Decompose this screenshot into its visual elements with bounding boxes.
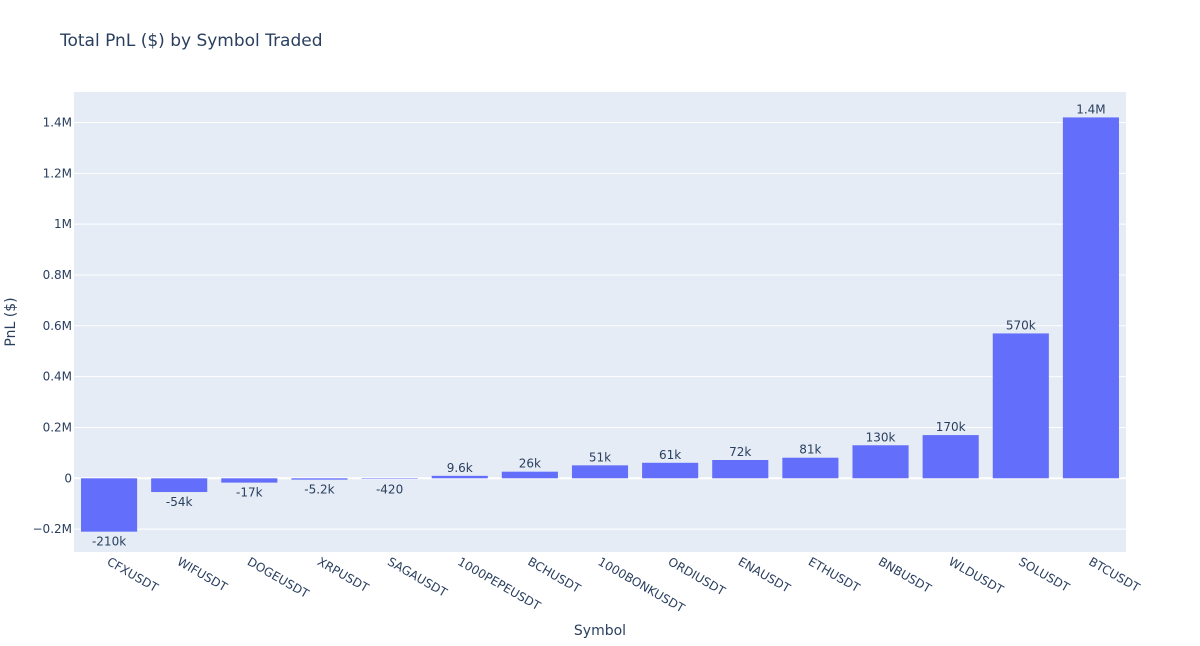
bar-btcusdt[interactable] — [1062, 117, 1119, 479]
data-label: -210k — [92, 535, 126, 549]
data-label: 72k — [729, 445, 751, 459]
bar-ordiusdt[interactable] — [642, 462, 699, 479]
data-label: 130k — [866, 430, 896, 444]
data-label: -420 — [376, 482, 403, 496]
y-tick-label: −0.2M — [33, 522, 73, 536]
x-tick-label: DOGEUSDT — [245, 554, 312, 601]
bar-dogeusdt[interactable] — [221, 478, 278, 483]
bar-1000pepeusdt[interactable] — [431, 475, 488, 479]
bar-bchusdt[interactable] — [501, 471, 558, 479]
bar-enausdt[interactable] — [712, 460, 769, 479]
bar-sagausdt[interactable] — [361, 478, 418, 479]
x-tick-label: BTCUSDT — [1086, 554, 1142, 595]
y-tick-label: 0.2M — [43, 420, 72, 434]
y-tick-label: 0.6M — [43, 319, 72, 333]
y-tick-label: 1.2M — [43, 166, 72, 180]
x-axis-ticks: CFXUSDT WIFUSDT DOGEUSDT XRPUSDT SAGAUSDT 100… — [105, 554, 1143, 615]
data-label: 51k — [589, 450, 611, 464]
y-tick-label: 0.8M — [43, 268, 72, 282]
data-label: 170k — [936, 420, 966, 434]
data-label: 570k — [1006, 318, 1036, 332]
bar-wldusdt[interactable] — [922, 435, 979, 479]
data-label: -17k — [236, 486, 263, 500]
y-tick-label: 0.4M — [43, 370, 72, 384]
x-axis-title: Symbol — [574, 623, 626, 639]
bar-xrpusdt[interactable] — [291, 478, 348, 480]
data-label: 9.6k — [447, 461, 473, 475]
data-label: 1.4M — [1076, 102, 1105, 116]
y-tick-label: 0 — [64, 471, 72, 485]
plot-area — [74, 92, 1126, 552]
data-label: 61k — [659, 448, 681, 462]
bar-solusdt[interactable] — [992, 333, 1049, 479]
x-tick-label: ORDIUSDT — [666, 554, 729, 598]
bar-cfxusdt[interactable] — [81, 478, 138, 532]
y-axis-title: PnL ($) — [3, 297, 19, 346]
x-tick-label: XRPUSDT — [315, 554, 372, 595]
y-axis-ticks: −0.2M 0 0.2M 0.4M 0.6M 0.8M 1M 1.2M 1.4M — [33, 115, 73, 536]
x-tick-label: SOLUSDT — [1016, 554, 1072, 595]
x-tick-label: CFXUSDT — [105, 554, 161, 595]
x-tick-label: BCHUSDT — [525, 554, 583, 596]
chart-title: Total PnL ($) by Symbol Traded — [59, 31, 323, 51]
y-tick-label: 1M — [54, 217, 72, 231]
x-tick-label: ETHUSDT — [806, 554, 863, 595]
bar-bnbusdt[interactable] — [852, 445, 909, 479]
x-tick-label: BNBUSDT — [876, 554, 934, 596]
bar-ethusdt[interactable] — [782, 457, 839, 479]
y-tick-label: 1.4M — [43, 115, 72, 129]
bar-wifusdt[interactable] — [151, 478, 208, 493]
x-tick-label: SAGAUSDT — [385, 554, 450, 600]
bars — [81, 117, 1119, 532]
bar-1000bonkusdt[interactable] — [571, 465, 629, 479]
x-tick-label: WLDUSDT — [946, 554, 1006, 597]
data-label: 26k — [519, 457, 541, 471]
data-label: -54k — [166, 495, 193, 509]
data-label: -5.2k — [304, 483, 334, 497]
x-tick-label: ENAUSDT — [736, 554, 794, 595]
data-labels: -210k -54k -17k -5.2k -420 9.6k 26k 51k 61k 72k 81… — [92, 102, 1106, 548]
data-label: 81k — [799, 443, 821, 457]
x-tick-label: WIFUSDT — [175, 554, 230, 594]
